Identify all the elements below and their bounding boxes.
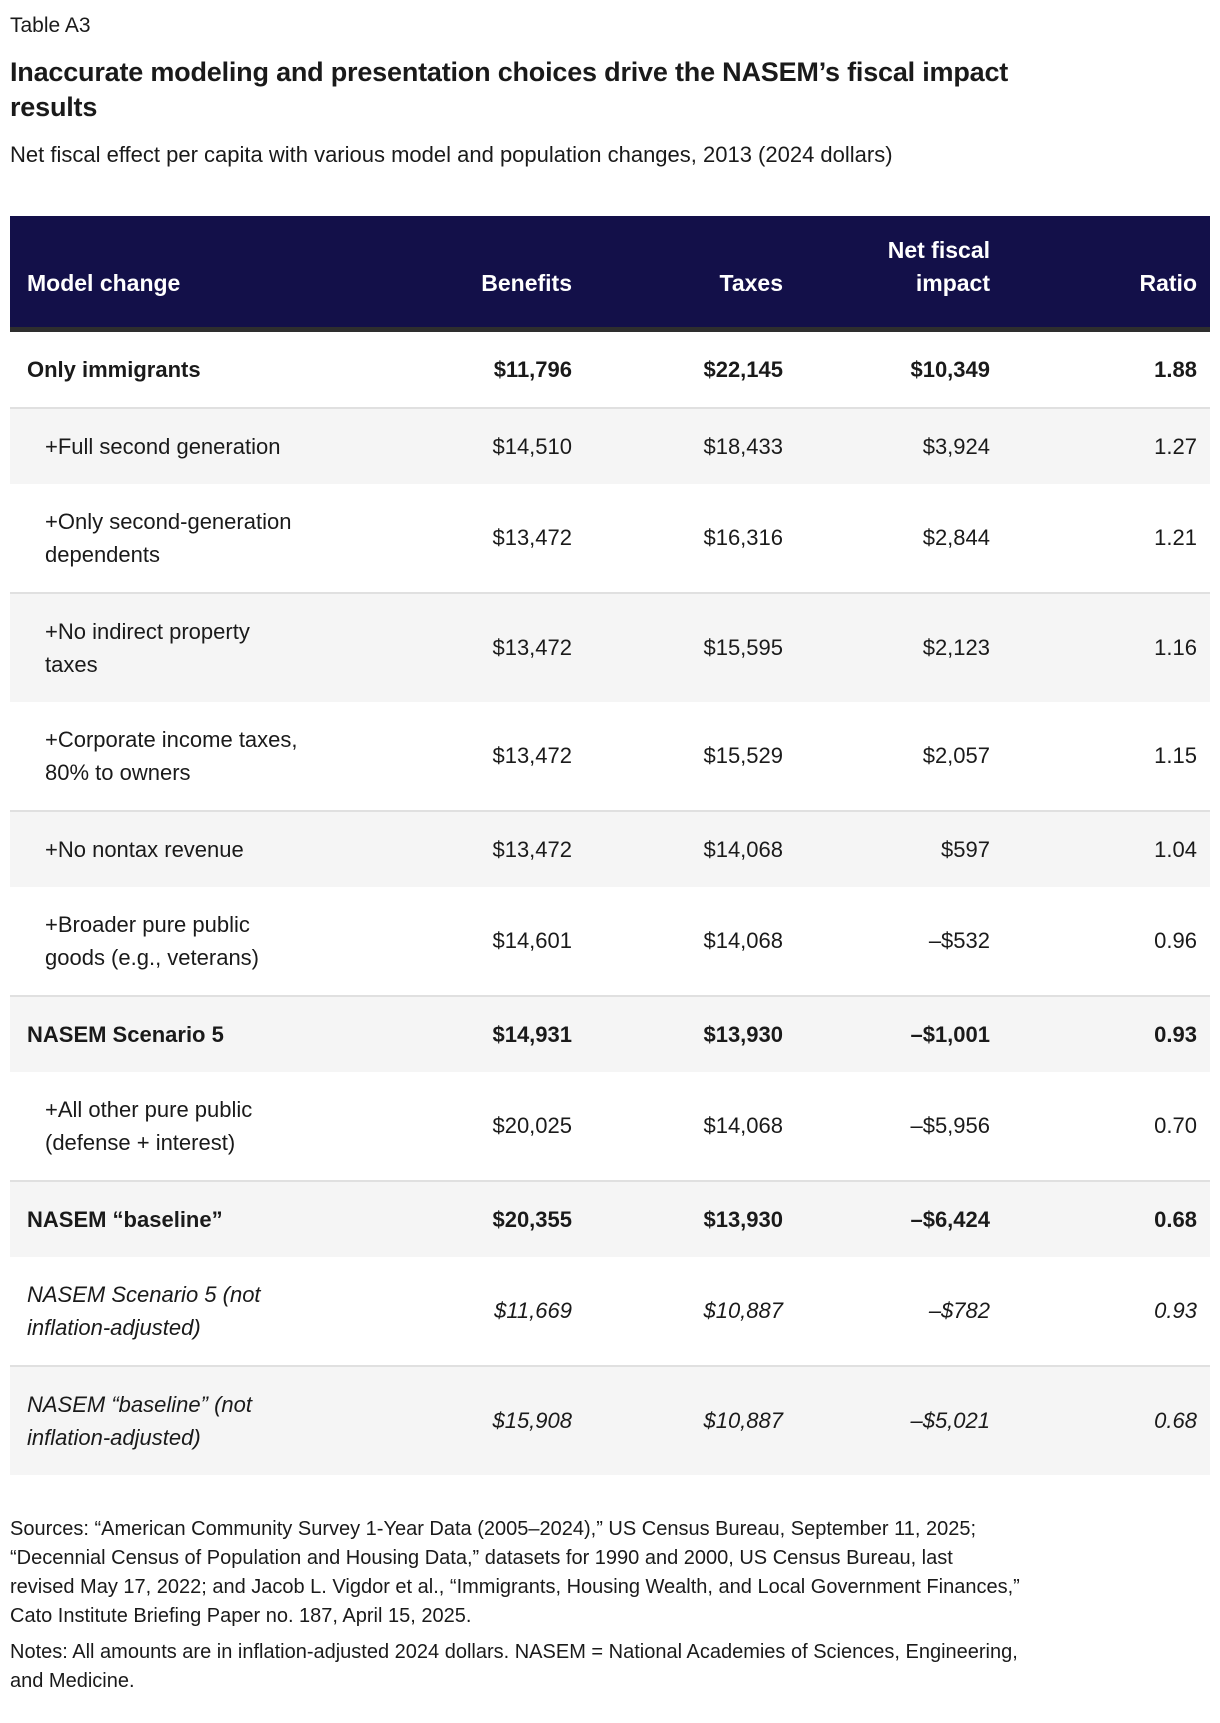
ratio-cell: 0.70 — [1154, 1113, 1197, 1139]
table-row: +Full second generation $14,510 $18,433 $3,… — [10, 407, 1210, 484]
taxes-cell: $10,887 — [703, 1408, 783, 1434]
taxes-cell: $10,887 — [703, 1298, 783, 1324]
net-fiscal-impact-cell: $10,349 — [910, 356, 990, 382]
table-row: NASEM “baseline” (not inflation-adjusted… — [10, 1365, 1210, 1475]
ratio-cell: 1.04 — [1154, 836, 1197, 862]
sources-note: Sources: “American Community Survey 1-Ye… — [10, 1517, 1020, 1627]
net-fiscal-impact-cell: $597 — [941, 836, 990, 862]
table-row: +Only second-generation dependents $13,47… — [10, 484, 1210, 593]
table-footer: Sources: “American Community Survey 1-Ye… — [10, 1515, 1210, 1696]
page-subtitle: Net fiscal effect per capita with variou… — [10, 142, 893, 168]
benefits-cell: $11,669 — [494, 1298, 572, 1324]
column-header-ratio: Ratio — [990, 216, 1210, 330]
taxes-cell: $13,930 — [703, 1021, 783, 1047]
net-fiscal-impact-cell: –$6,424 — [910, 1206, 990, 1232]
taxes-cell: $14,068 — [703, 836, 783, 862]
model-change-cell: +Broader pure public goods (e.g., vetera… — [45, 911, 260, 970]
net-fiscal-impact-cell: $2,844 — [922, 525, 990, 551]
benefits-cell: $13,472 — [492, 635, 572, 661]
table-row: +No nontax revenue $13,472 $14,068 $597 1.04 — [10, 810, 1210, 887]
taxes-cell: $13,930 — [703, 1206, 783, 1232]
model-change-cell: Only immigrants — [27, 356, 201, 382]
benefits-cell: $14,510 — [492, 433, 572, 459]
ratio-cell: 0.93 — [1154, 1298, 1197, 1324]
ratio-cell: 0.96 — [1154, 928, 1197, 954]
column-header-net-fiscal-impact: Net fiscal impact — [783, 216, 990, 330]
taxes-cell: $14,068 — [703, 928, 783, 954]
model-change-cell: +Corporate income taxes, 80% to owners — [45, 726, 298, 785]
table-header-row: Model change Benefits Taxes Net fiscal i… — [10, 216, 1210, 330]
benefits-cell: $11,796 — [493, 356, 572, 382]
ratio-cell: 1.15 — [1154, 743, 1197, 769]
model-change-cell: NASEM “baseline” (not inflation-adjusted… — [27, 1391, 252, 1450]
ratio-cell: 1.21 — [1154, 525, 1197, 551]
model-change-cell: NASEM Scenario 5 — [27, 1021, 224, 1047]
ratio-cell: 1.27 — [1154, 433, 1197, 459]
taxes-cell: $22,145 — [703, 356, 783, 382]
benefits-cell: $20,355 — [492, 1206, 572, 1232]
table-body: Only immigrants $11,796 $22,145 $10,349 1.88… — [10, 329, 1210, 1475]
taxes-cell: $14,068 — [703, 1113, 783, 1139]
benefits-cell: $15,908 — [492, 1408, 572, 1434]
ratio-cell: 0.68 — [1154, 1206, 1197, 1232]
benefits-cell: $13,472 — [492, 743, 572, 769]
table-row: Only immigrants $11,796 $22,145 $10,349 1.88 — [10, 329, 1210, 408]
page-title: Inaccurate modeling and presentation cho… — [10, 57, 1009, 123]
table-row: NASEM Scenario 5 $14,931 $13,930 –$1,001 0.9… — [10, 995, 1210, 1072]
benefits-cell: $20,025 — [492, 1113, 572, 1139]
model-change-cell: NASEM “baseline” — [27, 1206, 223, 1232]
general-notes: Notes: All amounts are in inflation-adju… — [10, 1640, 1018, 1692]
net-fiscal-impact-cell: –$1,001 — [910, 1021, 990, 1047]
model-change-cell: +Full second generation — [45, 433, 281, 459]
net-fiscal-impact-cell: $2,057 — [922, 743, 990, 769]
benefits-cell: $13,472 — [492, 836, 572, 862]
table-row: +Broader pure public goods (e.g., vetera… — [10, 887, 1210, 996]
taxes-cell: $18,433 — [703, 433, 783, 459]
table-row: NASEM Scenario 5 (not inflation-adjusted… — [10, 1257, 1210, 1366]
net-fiscal-impact-cell: –$5,021 — [910, 1408, 990, 1434]
model-change-cell: +All other pure public (defense + intere… — [45, 1096, 253, 1155]
ratio-cell: 0.93 — [1154, 1021, 1197, 1047]
table-row: NASEM “baseline” $20,355 $13,930 –$6,424 0.6… — [10, 1180, 1210, 1257]
table-row: +Corporate income taxes, 80% to owners $1… — [10, 702, 1210, 811]
model-change-cell: NASEM Scenario 5 (not inflation-adjusted… — [27, 1281, 261, 1340]
ratio-cell: 0.68 — [1154, 1408, 1197, 1434]
ratio-cell: 1.88 — [1154, 356, 1197, 382]
taxes-cell: $16,316 — [703, 525, 783, 551]
net-fiscal-impact-cell: –$782 — [928, 1298, 990, 1324]
net-fiscal-impact-cell: –$532 — [928, 928, 990, 954]
ratio-cell: 1.16 — [1154, 635, 1197, 661]
table-header: Model change Benefits Taxes Net fiscal i… — [10, 216, 1210, 330]
benefits-cell: $13,472 — [492, 525, 572, 551]
table-row: +All other pure public (defense + intere… — [10, 1072, 1210, 1181]
model-change-cell: +No nontax revenue — [45, 836, 244, 862]
fiscal-impact-table: Model change Benefits Taxes Net fiscal i… — [10, 216, 1210, 1475]
column-header-taxes: Taxes — [572, 216, 783, 330]
table-number-label: Table A3 — [10, 14, 91, 37]
column-header-model-change: Model change — [10, 216, 390, 330]
model-change-cell: +No indirect property taxes — [45, 618, 250, 677]
model-change-cell: +Only second-generation dependents — [45, 508, 292, 567]
net-fiscal-impact-cell: $2,123 — [922, 635, 990, 661]
net-fiscal-impact-cell: $3,924 — [922, 433, 990, 459]
benefits-cell: $14,601 — [492, 928, 572, 954]
net-fiscal-impact-cell: –$5,956 — [910, 1113, 990, 1139]
column-header-benefits: Benefits — [390, 216, 572, 330]
benefits-cell: $14,931 — [492, 1021, 572, 1047]
taxes-cell: $15,529 — [703, 743, 783, 769]
taxes-cell: $15,595 — [703, 635, 783, 661]
table-row: +No indirect property taxes $13,472 $15,59… — [10, 592, 1210, 702]
